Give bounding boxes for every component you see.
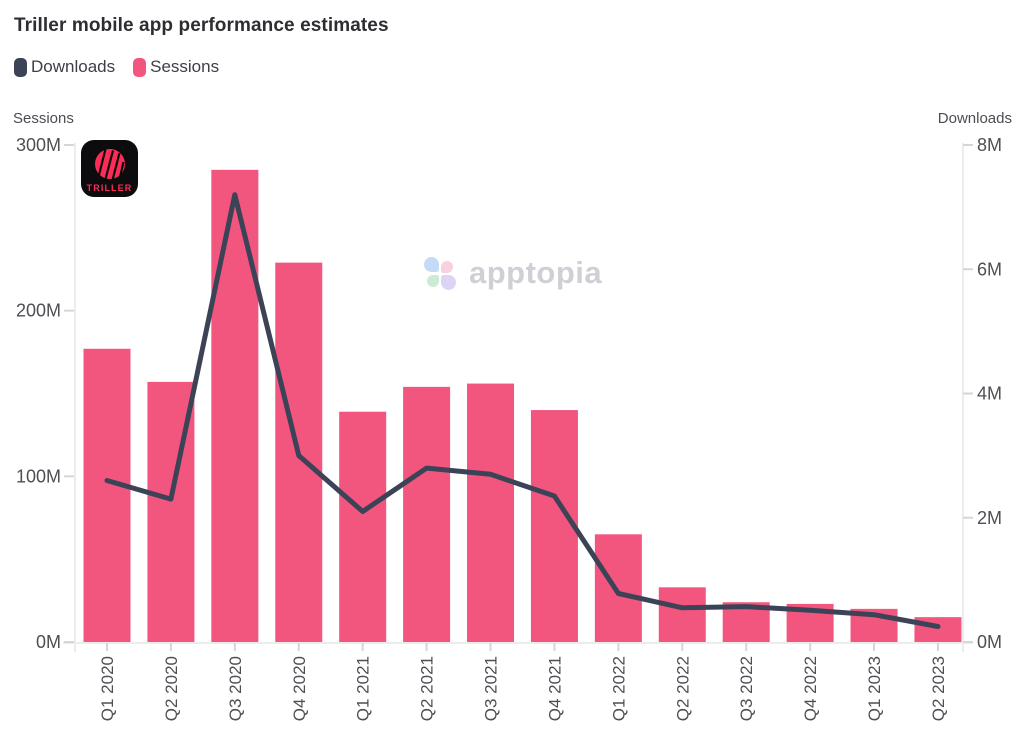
legend-label-downloads: Downloads — [31, 57, 116, 76]
bar-q2-2021[interactable] — [403, 386, 451, 642]
chart-title: Triller mobile app performance estimates — [14, 15, 389, 36]
right-axis-title: Downloads — [937, 110, 1012, 127]
downloads-line — [104, 192, 941, 629]
bar-q3-2021[interactable] — [467, 383, 515, 642]
x-label-q3-2022: Q3 2022 — [737, 656, 756, 721]
triller-logo-text: TRILLER — [87, 183, 133, 193]
y-tick-label-300m: 300M — [16, 135, 61, 155]
x-label-q2-2021: Q2 2021 — [418, 656, 437, 721]
y-tick-label-right-2m: 2M — [977, 508, 1002, 528]
y-tick-label-right-0m: 0M — [977, 632, 1002, 652]
legend-label-sessions: Sessions — [150, 57, 220, 76]
y-tick-label-100m: 100M — [16, 466, 61, 486]
y-axis-left: 0M 100M 200M 300M — [16, 135, 74, 652]
y-tick-label-right-4m: 4M — [977, 384, 1002, 404]
triller-logo-icon: TRILLER — [81, 140, 138, 197]
x-label-q2-2023: Q2 2023 — [929, 656, 948, 721]
y-axis-right: 0M 2M 4M 6M 8M — [963, 135, 1002, 652]
sessions-swatch-icon — [133, 57, 147, 77]
bar-q2-2023[interactable] — [914, 617, 962, 642]
y-tick-label-right-6m: 6M — [977, 259, 1002, 279]
x-label-q2-2020: Q2 2020 — [162, 656, 181, 721]
x-label-q1-2022: Q1 2022 — [609, 656, 628, 721]
axes — [63, 143, 973, 652]
x-label-q1-2023: Q1 2023 — [865, 656, 884, 721]
bar-q1-2022[interactable] — [594, 534, 642, 642]
x-label-q4-2020: Q4 2020 — [290, 656, 309, 721]
legend: Downloads Sessions — [14, 57, 219, 77]
sessions-bars — [83, 169, 962, 642]
x-label-q3-2021: Q3 2021 — [482, 656, 501, 721]
x-label-q1-2021: Q1 2021 — [354, 656, 373, 721]
bar-q1-2020[interactable] — [83, 348, 131, 642]
y-tick-label-0m: 0M — [36, 632, 61, 652]
downloads-swatch-icon — [14, 57, 27, 77]
x-label-q2-2022: Q2 2022 — [673, 656, 692, 721]
bar-q2-2022[interactable] — [658, 587, 706, 642]
legend-item-downloads[interactable]: Downloads — [14, 57, 115, 77]
triller-app-icon: TRILLER — [81, 140, 138, 197]
left-axis-title: Sessions — [13, 110, 74, 127]
y-tick-label-200m: 200M — [16, 301, 61, 321]
x-label-q1-2020: Q1 2020 — [98, 656, 117, 721]
x-axis-labels: Q1 2020 Q2 2020 Q3 2020 Q4 2020 Q1 2021 Q2 20… — [98, 643, 948, 721]
x-label-q4-2022: Q4 2022 — [801, 656, 820, 721]
x-label-q3-2020: Q3 2020 — [226, 656, 245, 721]
bar-q4-2021[interactable] — [530, 410, 578, 642]
bar-q1-2021[interactable] — [339, 411, 387, 642]
x-label-q4-2021: Q4 2021 — [545, 656, 564, 721]
legend-item-sessions[interactable]: Sessions — [133, 57, 219, 77]
bar-q3-2020[interactable] — [211, 169, 259, 642]
y-tick-label-right-8m: 8M — [977, 135, 1002, 155]
